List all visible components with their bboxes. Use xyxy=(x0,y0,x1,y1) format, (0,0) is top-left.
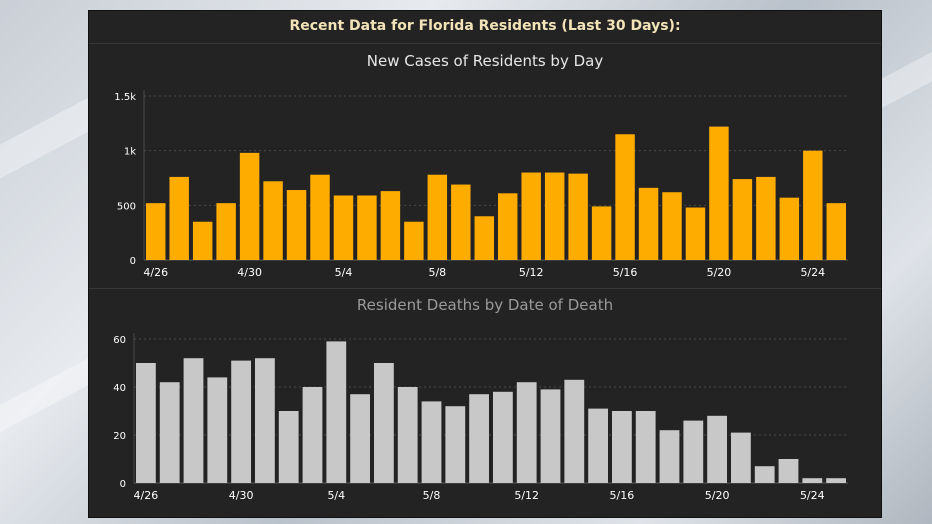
cases-bar xyxy=(357,195,377,260)
deaths-bar xyxy=(826,478,846,483)
deaths-y-tick-label: 60 xyxy=(113,335,126,346)
deaths-bar xyxy=(659,430,680,483)
cases-bar xyxy=(263,181,283,260)
deaths-x-tick-label: 5/20 xyxy=(705,489,730,502)
cases-bar xyxy=(216,203,236,260)
deaths-x-tick-label: 5/4 xyxy=(327,489,345,502)
cases-bar xyxy=(333,195,354,260)
cases-bar xyxy=(615,134,635,260)
deaths-bar xyxy=(469,394,489,483)
cases-bar xyxy=(474,216,494,260)
cases-bar xyxy=(310,174,330,260)
cases-bar xyxy=(568,173,588,260)
cases-bar xyxy=(803,150,823,260)
cases-bar xyxy=(756,176,776,260)
cases-x-tick-label: 5/16 xyxy=(613,266,638,279)
cases-bar xyxy=(286,190,307,260)
cases-bar xyxy=(544,172,565,260)
deaths-bar xyxy=(350,394,370,483)
deaths-y-tick-label: 20 xyxy=(113,431,126,442)
deaths-x-tick-label: 5/8 xyxy=(423,489,441,502)
deaths-bar xyxy=(778,459,799,483)
cases-bar xyxy=(779,197,800,260)
deaths-bar xyxy=(731,432,751,483)
deaths-bar xyxy=(207,377,228,483)
deaths-bar xyxy=(683,420,704,483)
cases-x-tick-label: 4/26 xyxy=(143,266,168,279)
deaths-y-tick-label: 0 xyxy=(120,479,126,490)
deaths-bar xyxy=(326,341,347,483)
cases-y-tick-label: 1k xyxy=(124,147,136,158)
header-divider xyxy=(89,43,881,44)
deaths-bar xyxy=(635,411,656,483)
deaths-y-tick-label: 40 xyxy=(113,383,126,394)
cases-bar xyxy=(451,184,471,260)
cases-bar xyxy=(427,174,448,260)
deaths-bar xyxy=(397,387,418,483)
chart-divider xyxy=(89,288,881,289)
deaths-bar xyxy=(707,415,727,483)
deaths-bar xyxy=(564,379,585,483)
cases-bar xyxy=(709,126,729,260)
deaths-bar xyxy=(136,363,156,483)
cases-x-tick-label: 5/24 xyxy=(800,266,825,279)
deaths-bar xyxy=(445,406,466,483)
deaths-bar xyxy=(493,391,513,483)
deaths-bar xyxy=(278,411,299,483)
deaths-bar xyxy=(374,363,394,483)
deaths-bar xyxy=(302,387,323,483)
cases-bar xyxy=(239,152,260,260)
deaths-x-tick-label: 4/30 xyxy=(229,489,254,502)
cases-bar-chart: 0 500 1k 1.5k 4/26 4/30 5/4 5/8 5/12 5/16 5/20 5/24 xyxy=(114,90,848,279)
dashboard-title: Recent Data for Florida Residents (Last … xyxy=(289,18,681,34)
cases-x-tick-label: 5/8 xyxy=(428,266,446,279)
deaths-bar xyxy=(516,382,537,483)
deaths-bar xyxy=(612,411,632,483)
cases-x-tick-label: 5/20 xyxy=(707,266,732,279)
cases-y-tick-label: 500 xyxy=(117,201,136,212)
deaths-bar xyxy=(255,358,275,483)
cases-bar xyxy=(380,191,401,260)
dashboard-panel: Recent Data for Florida Residents (Last … xyxy=(88,10,882,518)
cases-x-tick-label: 5/4 xyxy=(335,266,353,279)
cases-bar xyxy=(404,221,424,260)
cases-bar xyxy=(192,221,213,260)
deaths-x-tick-label: 5/12 xyxy=(514,489,539,502)
cases-bar xyxy=(591,206,612,260)
deaths-bar xyxy=(540,389,561,483)
deaths-bar xyxy=(421,401,442,483)
cases-x-tick-label: 5/12 xyxy=(519,266,544,279)
cases-bar xyxy=(685,207,706,260)
cases-bar xyxy=(662,192,682,260)
deaths-bar xyxy=(754,466,775,483)
deaths-bar xyxy=(588,408,608,483)
deaths-bar xyxy=(231,360,251,483)
cases-bar xyxy=(521,172,541,260)
cases-y-tick-label: 0 xyxy=(130,256,136,267)
deaths-chart-title: Resident Deaths by Date of Death xyxy=(356,296,614,314)
cases-bar xyxy=(638,187,659,260)
cases-bar xyxy=(169,176,189,260)
cases-bar xyxy=(146,203,166,260)
cases-y-tick-label: 1.5k xyxy=(114,92,136,103)
deaths-bar-chart: 0 20 40 60 4/26 4/30 5/4 5/8 5/12 5/16 5/20 5/24 xyxy=(113,333,848,502)
deaths-x-tick-label: 4/26 xyxy=(134,489,159,502)
cases-x-tick-label: 4/30 xyxy=(237,266,262,279)
deaths-bar xyxy=(183,358,204,483)
deaths-x-tick-label: 5/24 xyxy=(800,489,825,502)
cases-chart-title: New Cases of Residents by Day xyxy=(366,52,604,70)
deaths-x-tick-label: 5/16 xyxy=(610,489,635,502)
cases-bar xyxy=(732,179,753,260)
deaths-bar xyxy=(802,478,823,483)
cases-bar xyxy=(498,193,518,260)
cases-bar xyxy=(826,203,846,260)
deaths-bar xyxy=(159,382,180,483)
